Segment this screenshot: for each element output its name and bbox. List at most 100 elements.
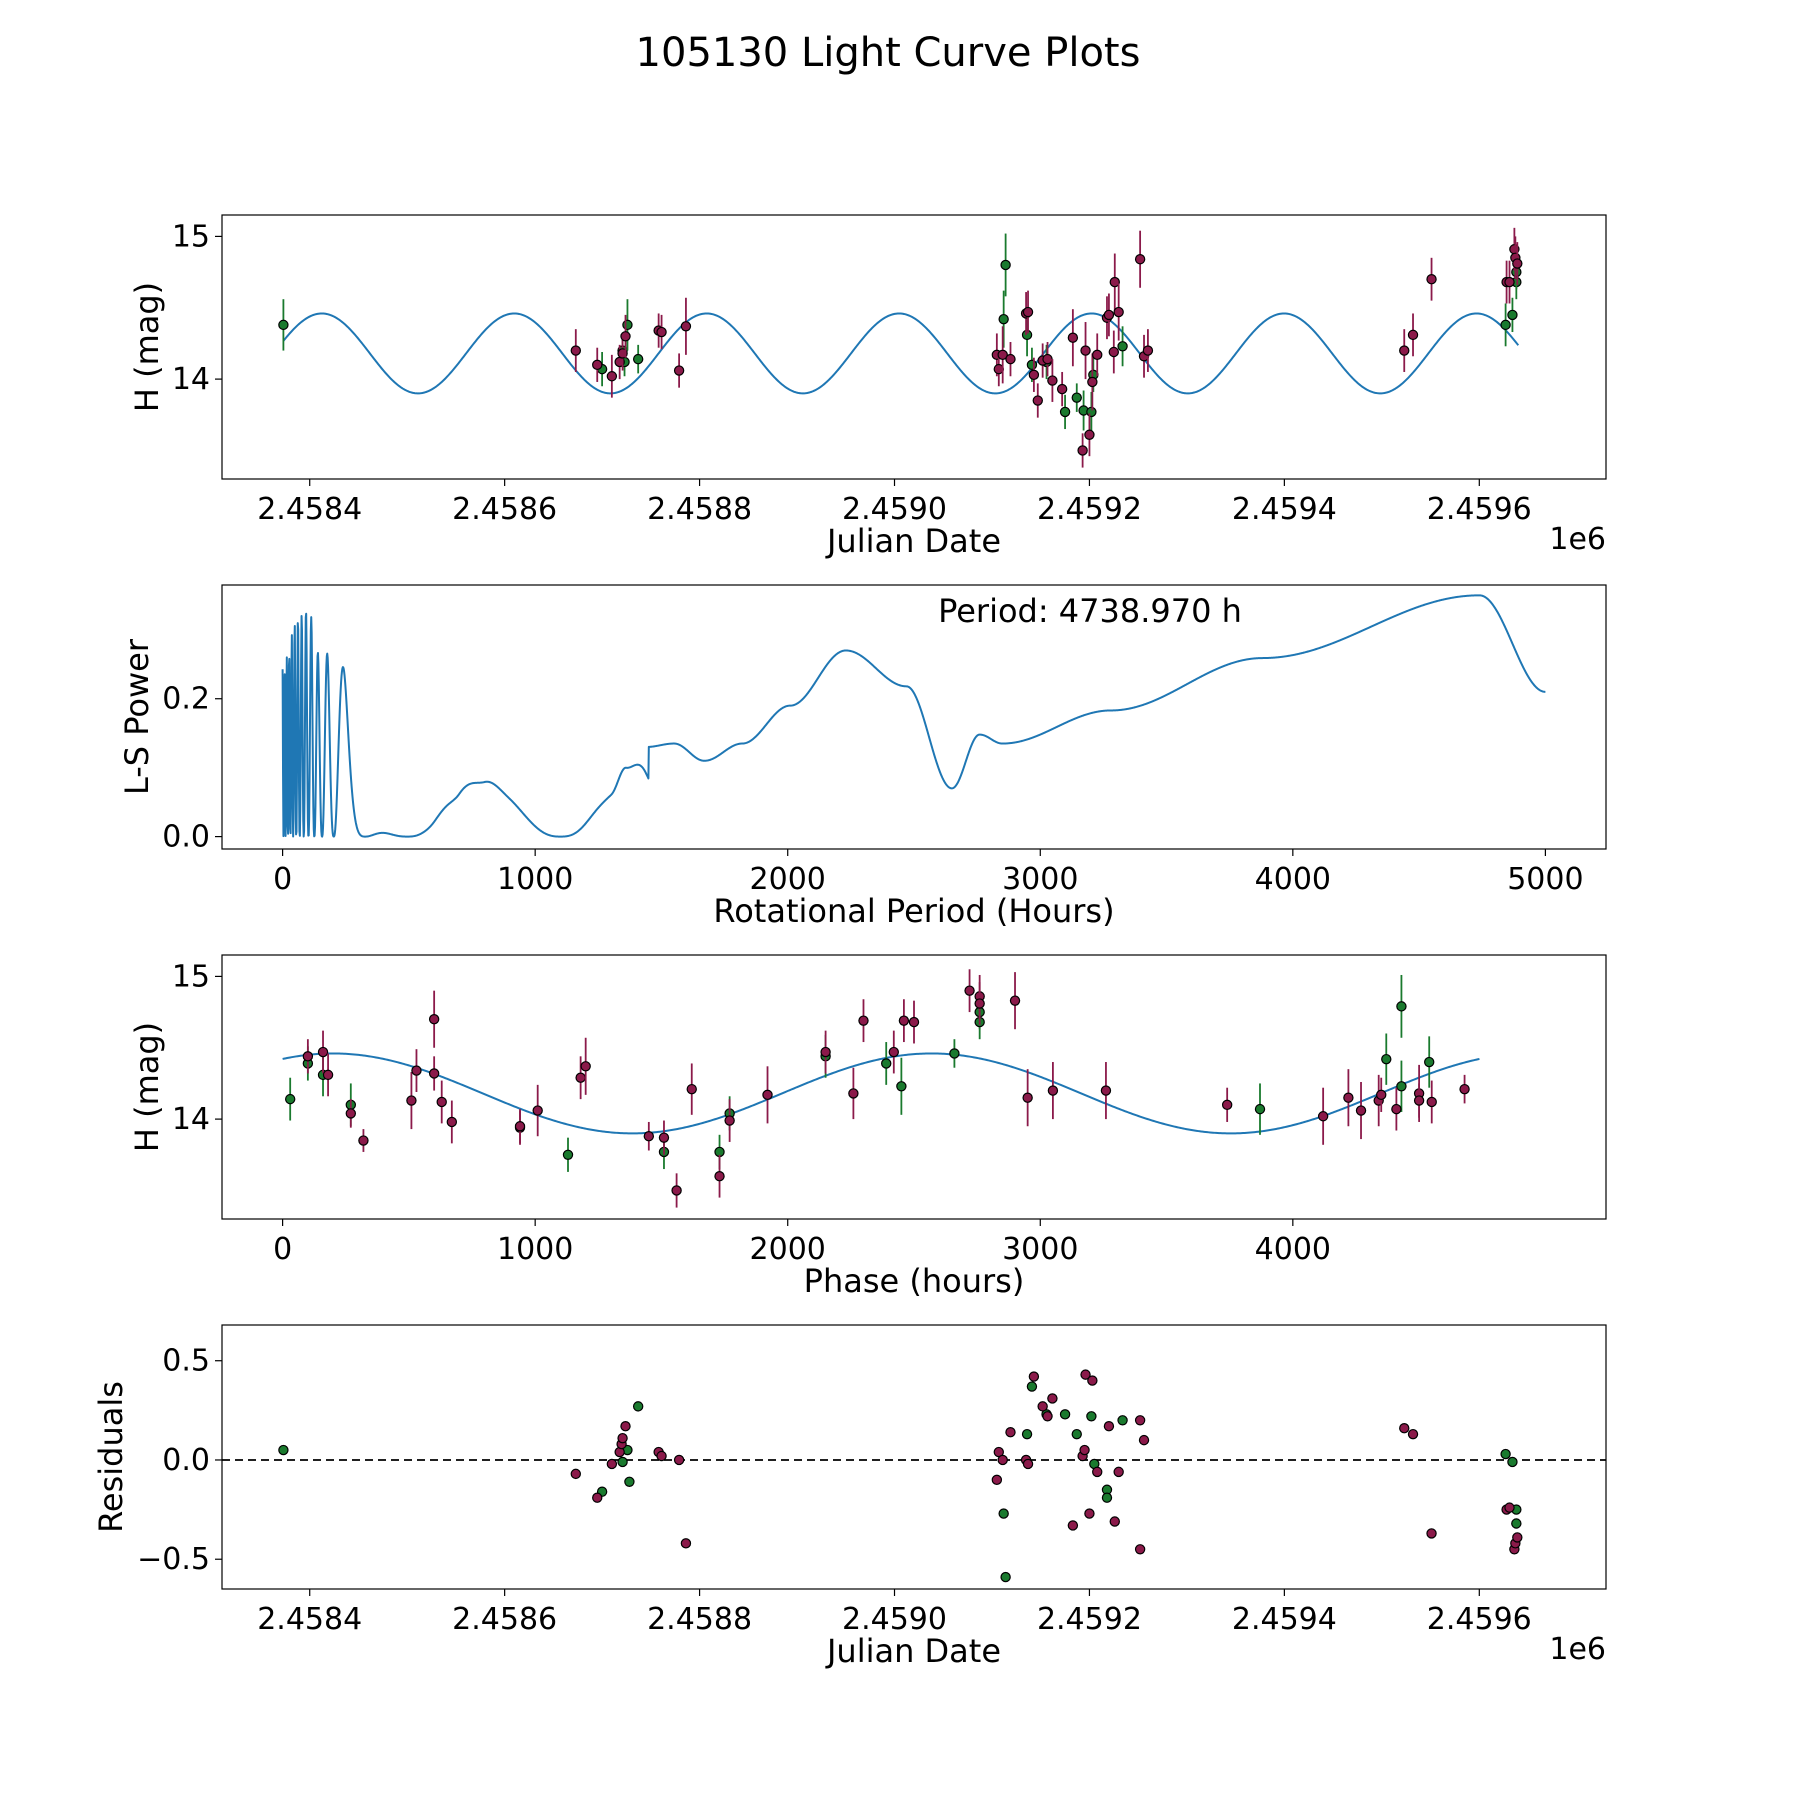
maroon-data-point xyxy=(1426,274,1437,285)
residuals-offset-text: 1e6 xyxy=(1549,1632,1606,1667)
maroon-data-point xyxy=(1109,276,1120,288)
light-curve-ylabel: H (mag) xyxy=(128,282,166,412)
maroon-data-point xyxy=(908,1016,920,1028)
green-data-point xyxy=(1254,1103,1266,1115)
green-data-point xyxy=(896,1081,907,1092)
maroon-data-point xyxy=(680,1538,692,1549)
green-data-point xyxy=(1071,1428,1082,1440)
maroon-data-point xyxy=(1022,1092,1033,1103)
green-data-point xyxy=(1511,266,1522,278)
maroon-data-point xyxy=(580,1061,591,1072)
maroon-data-point xyxy=(1022,306,1034,318)
light-curve-frame xyxy=(221,214,1607,480)
maroon-data-point xyxy=(1221,1099,1233,1111)
green-data-point xyxy=(1086,406,1097,418)
maroon-data-point xyxy=(1067,332,1079,343)
maroon-data-point xyxy=(1317,1111,1329,1122)
green-data-point xyxy=(617,1456,628,1468)
maroon-data-point xyxy=(406,1095,417,1106)
maroon-data-point xyxy=(1103,309,1115,321)
green-data-point xyxy=(632,353,644,365)
maroon-data-point xyxy=(974,998,985,1009)
phased-plot-content xyxy=(282,969,1480,1208)
maroon-data-point xyxy=(724,1115,735,1126)
maroon-data-point xyxy=(1047,375,1058,386)
green-data-point xyxy=(1117,341,1128,352)
maroon-data-point xyxy=(888,1046,899,1058)
maroon-data-point xyxy=(1080,1369,1091,1380)
periodogram-ylabel: L-S Power xyxy=(118,638,156,795)
maroon-data-point xyxy=(1355,1105,1367,1116)
residuals-frame xyxy=(221,1324,1607,1590)
residuals-xtick-label: 2.4584 xyxy=(257,1602,362,1637)
maroon-data-point xyxy=(1047,1393,1058,1404)
period-annotation: Period: 4738.970 h xyxy=(938,592,1242,630)
phased-ytick-label: 15 xyxy=(172,959,210,994)
maroon-data-point xyxy=(1084,429,1095,440)
maroon-data-point xyxy=(680,321,692,332)
phased-ytick-label: 14 xyxy=(172,1102,210,1137)
green-data-point xyxy=(1021,1428,1033,1440)
residuals-xtick-label: 2.4594 xyxy=(1232,1602,1337,1637)
maroon-data-point xyxy=(620,1421,631,1432)
residuals-xtick-label: 2.4586 xyxy=(452,1602,557,1637)
maroon-data-point xyxy=(322,1069,334,1081)
maroon-data-point xyxy=(411,1065,422,1076)
light-curve-xtick-label: 2.4584 xyxy=(257,492,362,527)
residuals-xtick-label: 2.4592 xyxy=(1037,1602,1142,1637)
maroon-data-point xyxy=(1028,1371,1040,1382)
green-data-point xyxy=(1381,1053,1392,1065)
green-data-point xyxy=(1021,329,1033,341)
green-data-point xyxy=(1500,1448,1511,1460)
maroon-data-point xyxy=(1407,329,1419,341)
maroon-data-point xyxy=(606,371,618,382)
periodogram-xlabel: Rotational Period (Hours) xyxy=(713,892,1114,930)
maroon-data-point xyxy=(570,1468,581,1480)
green-data-point xyxy=(998,313,1009,325)
maroon-data-point xyxy=(1459,1083,1470,1095)
maroon-data-point xyxy=(656,326,667,338)
maroon-data-point xyxy=(991,1474,1003,1486)
maroon-data-point xyxy=(1005,1426,1016,1438)
residuals-ytick-label: 0.0 xyxy=(162,1443,210,1478)
green-data-point xyxy=(1500,319,1511,331)
green-data-point xyxy=(278,1444,289,1456)
maroon-data-point xyxy=(964,985,975,996)
light-curve-ticks: 2.4584 2.4586 2.4588 2.4590 2.4592 2.4594 2.45… xyxy=(172,219,1532,527)
maroon-data-point xyxy=(570,345,581,356)
phased-ylabel: H (mag) xyxy=(128,1022,166,1152)
maroon-data-point xyxy=(1504,276,1515,288)
maroon-data-point xyxy=(820,1046,831,1058)
green-data-point xyxy=(1026,1381,1038,1392)
maroon-data-point xyxy=(317,1046,329,1058)
green-data-point xyxy=(1059,1409,1071,1420)
maroon-data-point xyxy=(1009,995,1021,1006)
maroon-data-point xyxy=(714,1170,725,1182)
periodogram-xtick-label: 5000 xyxy=(1507,862,1583,897)
maroon-data-point xyxy=(1005,353,1016,365)
maroon-data-point xyxy=(345,1108,357,1119)
maroon-data-point xyxy=(848,1088,859,1099)
phased-frame xyxy=(221,954,1607,1220)
green-data-point xyxy=(562,1149,574,1160)
maroon-data-point xyxy=(1080,345,1091,356)
phased-ticks: 0 1000 2000 3000 4000 14 15 xyxy=(172,959,1331,1267)
residuals-xtick-label: 2.4596 xyxy=(1427,1602,1532,1637)
residuals-ticks: 2.4584 2.4586 2.4588 2.4590 2.4592 2.4594 2.45… xyxy=(137,1344,1532,1637)
green-data-point xyxy=(624,1476,635,1488)
green-data-point xyxy=(284,1093,296,1105)
light-curve-xtick-label: 2.4594 xyxy=(1232,492,1337,527)
panel-periodogram: 0 1000 2000 3000 4000 5000 0.0 0.2 Rotational P… xyxy=(118,584,1607,930)
green-data-point xyxy=(1059,406,1071,418)
maroon-data-point xyxy=(1079,1444,1090,1456)
maroon-data-point xyxy=(1134,1415,1146,1426)
green-data-point xyxy=(998,1508,1009,1519)
light-curve-plot-content xyxy=(278,227,1523,468)
maroon-data-point xyxy=(1134,1544,1146,1555)
maroon-data-point xyxy=(436,1096,447,1108)
maroon-data-point xyxy=(858,1015,869,1026)
light-curve-ytick-label: 14 xyxy=(172,362,210,397)
periodogram-power-line xyxy=(281,594,1546,838)
phased-xlabel: Phase (hours) xyxy=(804,1262,1025,1300)
